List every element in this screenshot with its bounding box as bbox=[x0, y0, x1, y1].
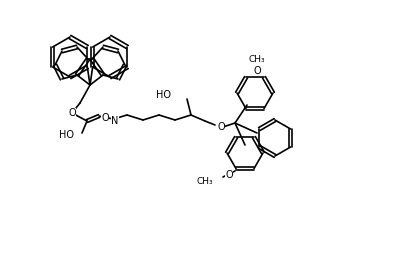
Text: N: N bbox=[111, 116, 119, 126]
Text: O: O bbox=[101, 113, 108, 123]
Text: O: O bbox=[253, 66, 261, 76]
Text: CH₃: CH₃ bbox=[249, 54, 265, 63]
Text: O: O bbox=[68, 108, 76, 118]
Text: O: O bbox=[217, 122, 225, 132]
Text: HO: HO bbox=[156, 90, 171, 100]
Text: HO: HO bbox=[59, 130, 74, 140]
Text: CH₃: CH₃ bbox=[196, 176, 213, 185]
Text: O: O bbox=[225, 170, 233, 180]
